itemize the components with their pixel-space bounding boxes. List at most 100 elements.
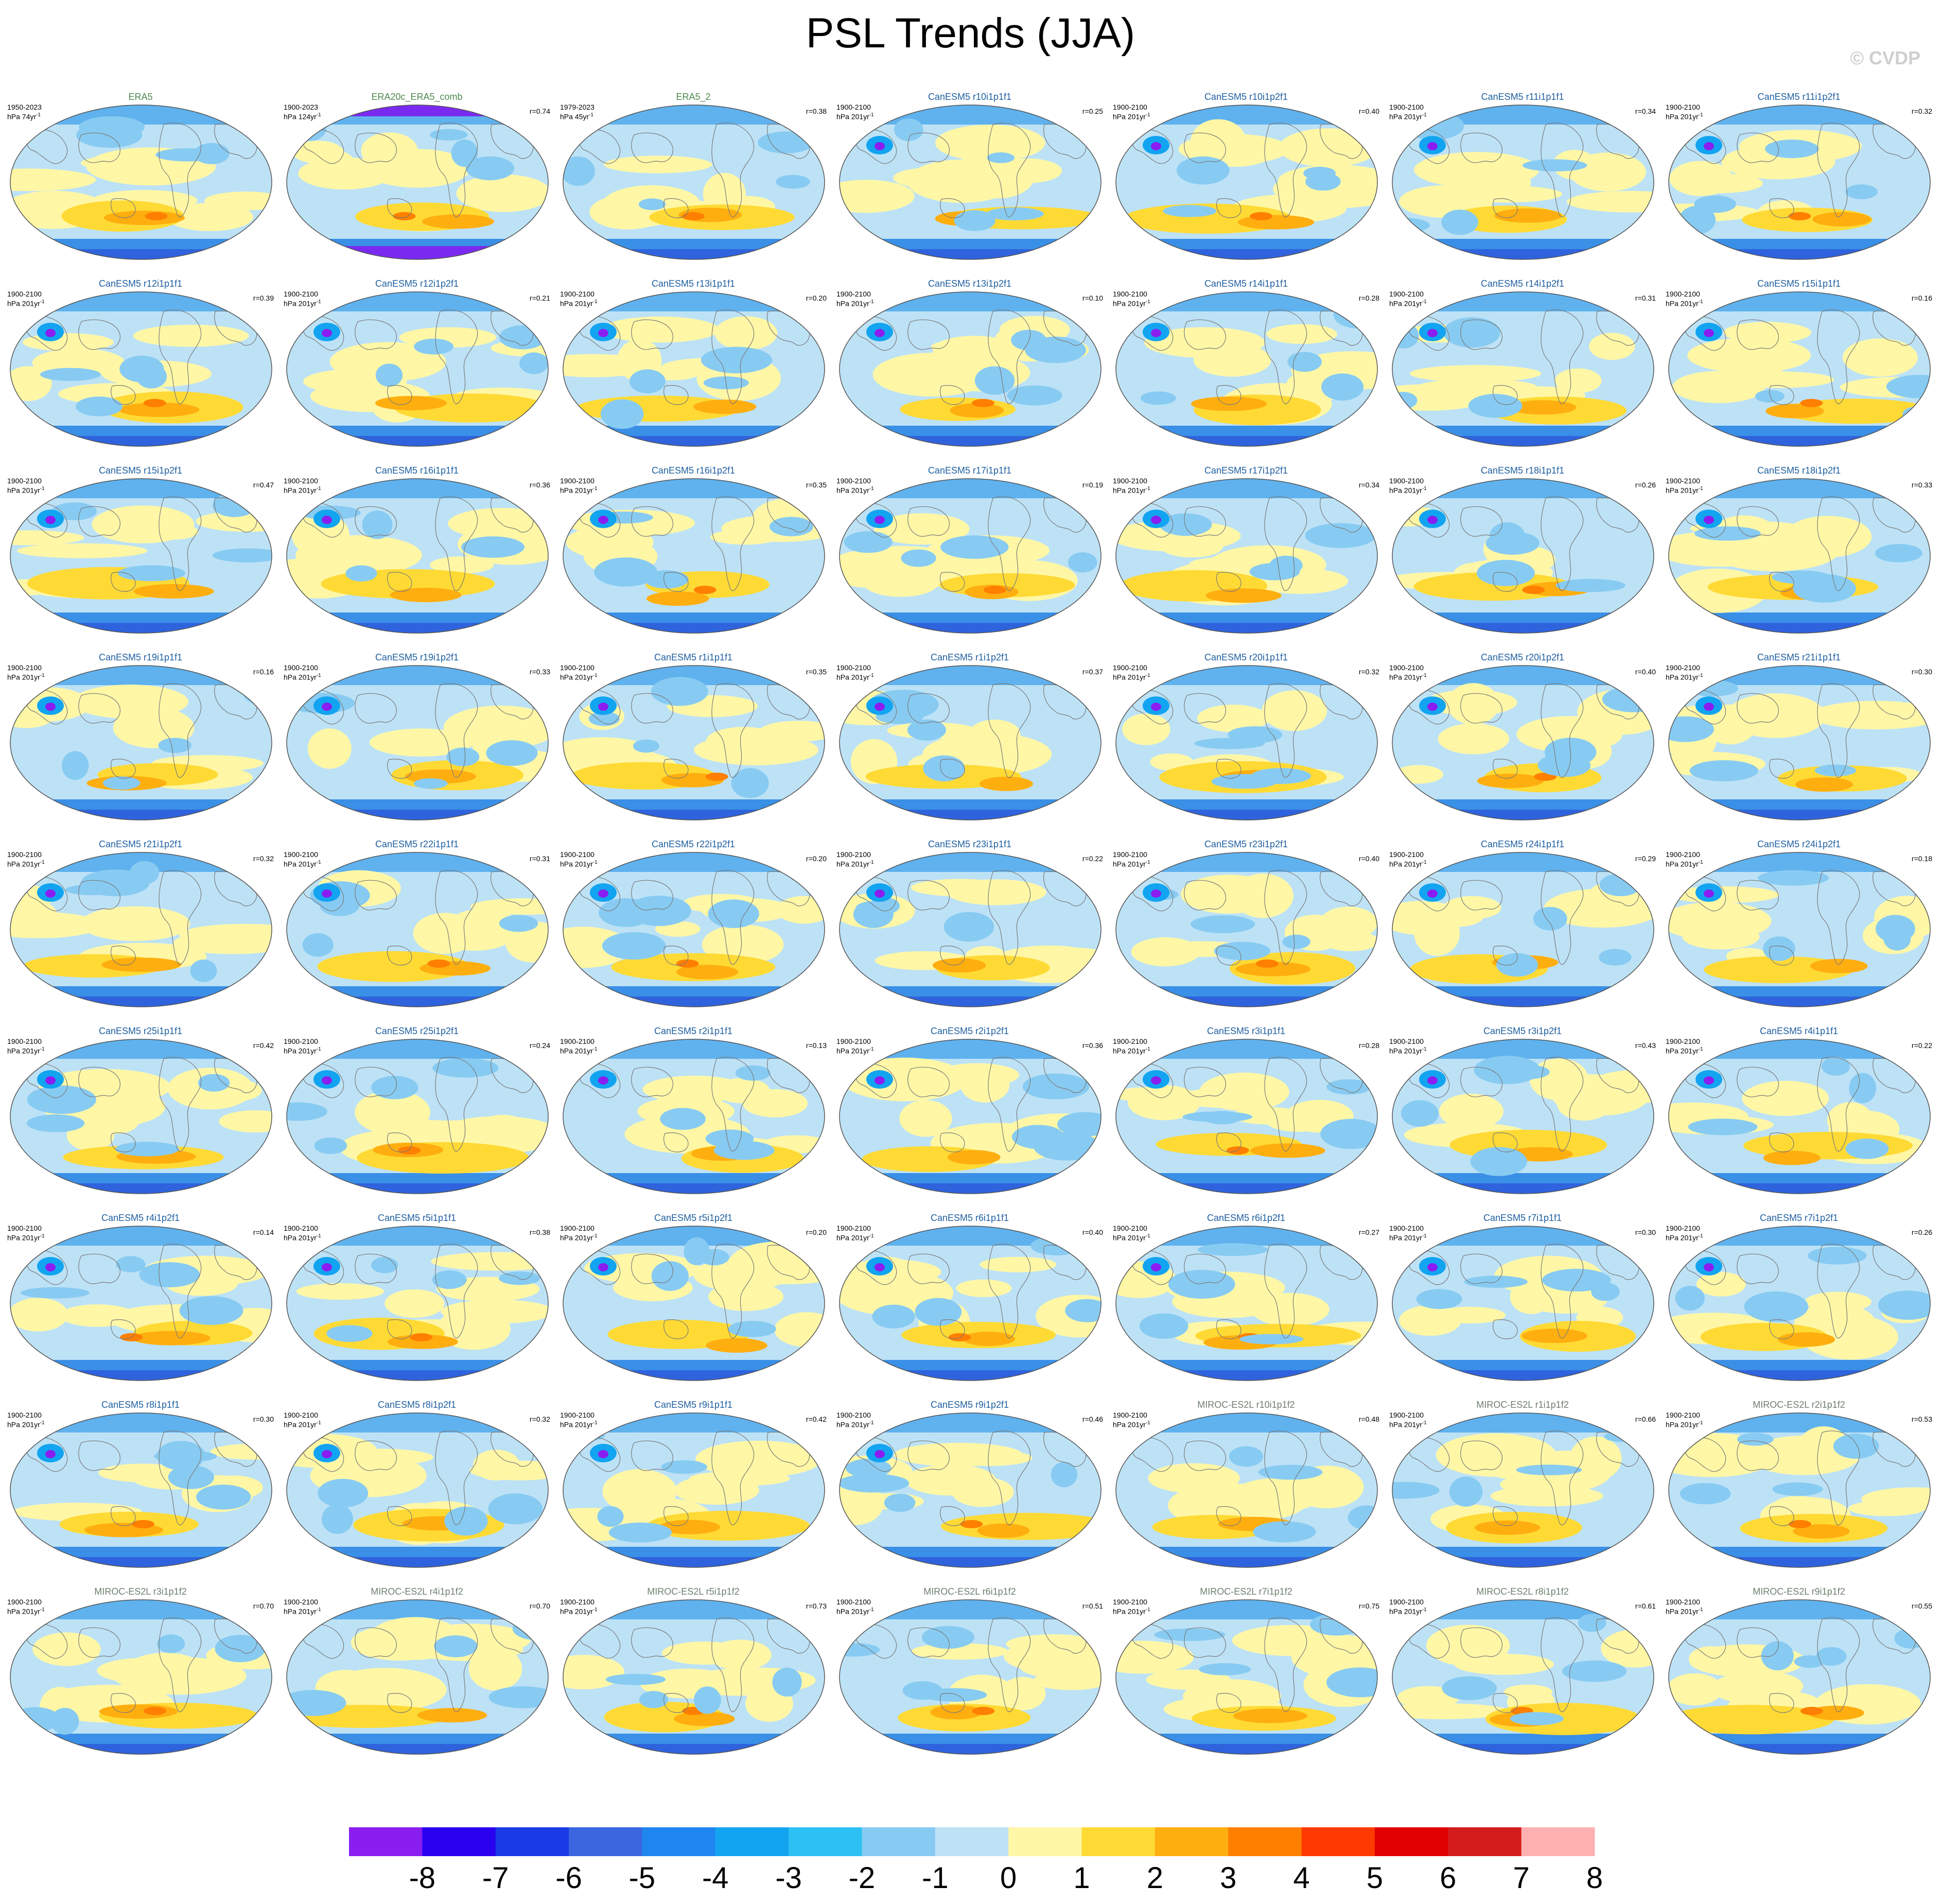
coastline [940,1693,965,1713]
panel-period: 1900-2100 hPa 201yr-1 [560,1224,598,1242]
negative-region [1522,159,1587,172]
coastline [631,693,674,724]
units-exponent: -1 [1422,1233,1427,1239]
map-panel: MIROC-ES2L r9i1p1f2 1900-2100 hPa 201yr-1 r… [1663,1586,1935,1756]
map-globe [1392,1039,1654,1194]
coastline [988,1430,1031,1526]
map-panel: CanESM5 r2i1p1f1 1900-2100 hPa 201yr-1 r=0.… [557,1026,830,1196]
panel-correlation: r=0.40 [1635,668,1656,676]
negative-region [853,901,894,928]
north-band [1116,292,1377,311]
panel-title: CanESM5 r8i1p2f1 [377,1400,457,1410]
panel-units: hPa 201yr [1389,1607,1422,1616]
south-band-deep [1392,436,1654,446]
positive-region [874,513,970,545]
positive-peak [676,959,699,968]
positive-core [1765,404,1824,418]
positive-region [93,1105,140,1134]
negative-region [600,399,644,429]
panel-title: CanESM5 r20i1p1f1 [1204,652,1288,662]
map-globe [1392,1599,1654,1755]
positive-region [10,530,84,546]
coastline [1769,1693,1794,1713]
south-band-deep [1669,623,1930,633]
positive-region [1409,365,1542,382]
panel-title: CanESM5 r9i1p1f1 [654,1400,733,1410]
units-exponent: -1 [1145,1420,1150,1426]
coastline [1769,946,1794,966]
negative-region [1068,552,1097,573]
negative-region [156,1634,185,1653]
units-exponent: -1 [1698,673,1703,678]
map-globe [1392,852,1654,1007]
units-exponent: -1 [316,1420,321,1426]
map-globe [286,478,549,634]
map-globe [839,1412,1101,1568]
globe-outline [1668,665,1931,820]
coastline [1817,496,1860,591]
panel-title: CanESM5 r11i1p2f1 [1757,92,1841,102]
negative-region [884,1493,916,1512]
coastline [302,1437,344,1472]
map-globe [286,104,549,260]
negative-region [117,565,186,582]
coastline [579,1623,621,1659]
panel-period: 1900-2100 hPa 201yr-1 [1389,290,1427,308]
coastline [26,1250,68,1285]
panel-units: hPa 201yr [1666,673,1699,682]
panel-correlation: r=0.28 [1358,1041,1379,1050]
panel-years: 1900-2100 [1666,663,1700,672]
positive-region [980,1256,1057,1272]
positive-region [16,543,148,558]
negative-peak [598,516,608,524]
panel-units: hPa 201yr [560,673,593,682]
units-exponent: -1 [869,486,874,492]
panel-years: 1900-2100 [836,1598,871,1606]
map-panel: CanESM5 r7i1p2f1 1900-2100 hPa 201yr-1 r=0.… [1663,1213,1935,1383]
panel-years: 1900-2100 [1389,850,1424,859]
panel-years: 1900-2100 [284,850,318,859]
positive-region [1557,1087,1612,1121]
units-exponent: -1 [1145,299,1150,305]
negative-region [728,1321,776,1337]
positive-peak [705,773,728,781]
coastline [855,1623,897,1659]
south-band-deep [1116,1370,1377,1381]
negative-region [588,711,620,726]
globe-outline [10,478,272,634]
negative-region [1326,1079,1371,1095]
panel-units: hPa 201yr [1666,1233,1699,1242]
negative-region [1578,1614,1606,1632]
panel-units: hPa 201yr [7,673,40,682]
positive-peak [1226,1146,1249,1155]
panel-title: ERA20c_ERA5_comb [371,92,463,102]
units-exponent: -1 [1145,673,1150,678]
coastline [1737,1440,1779,1471]
panel-title: CanESM5 r4i1p2f1 [101,1213,180,1223]
negative-region [40,368,101,381]
colorbar-tick-label: -6 [555,1861,582,1895]
positive-region [1189,556,1273,571]
coastline [387,198,412,218]
map-globe [563,665,825,820]
globe-outline [839,1599,1101,1755]
negative-region [1449,1476,1483,1507]
negative-peak [1151,142,1161,150]
panel-title: CanESM5 r18i1p1f1 [1480,465,1565,476]
positive-core [693,399,757,414]
panel-units: hPa 201yr [1666,860,1699,868]
units-exponent: -1 [316,299,321,305]
panel-correlation: r=0.16 [1911,294,1932,302]
coastline [435,123,478,218]
positive-core [422,214,495,229]
units-exponent: -1 [36,112,41,118]
coastline [159,1244,202,1339]
panel-title: CanESM5 r5i1p1f1 [377,1213,457,1223]
coastline [1817,309,1860,405]
panel-title: CanESM5 r22i1p2f1 [651,839,736,849]
positive-core [646,591,709,606]
positive-core [659,1519,721,1534]
negative-region [326,1325,373,1342]
units-exponent: -1 [592,1420,598,1426]
coastline [1184,1067,1227,1097]
